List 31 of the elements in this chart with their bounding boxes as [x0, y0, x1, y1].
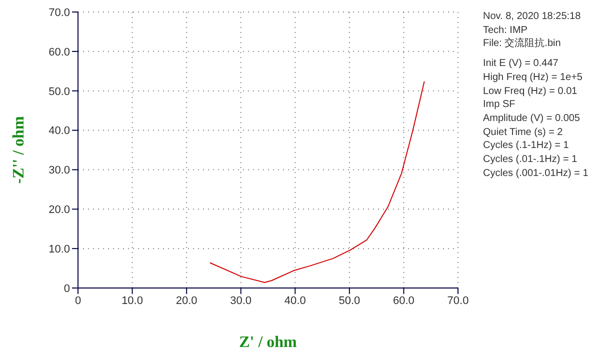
- x-tick-label: 50.0: [338, 294, 360, 307]
- x-tick-label: 40.0: [284, 294, 306, 307]
- x-tick-label: 20.0: [176, 294, 198, 307]
- text: Cycles (.1-1Hz) = 1: [483, 139, 570, 154]
- y-tick-label: 60.0: [48, 46, 70, 58]
- text: File: 交流阻抗.bin: [483, 37, 562, 52]
- text: Quiet Time (s) = 2: [483, 126, 564, 140]
- x-tick-label: 30.0: [230, 294, 252, 307]
- x-axis-title: Z' / ohm: [239, 334, 298, 351]
- text: Tech: IMP: [483, 24, 528, 38]
- text: High Freq (Hz) = 1e+5: [483, 70, 584, 85]
- x-tick-label: 60.0: [393, 294, 414, 307]
- x-tick-label: 70.0: [447, 294, 469, 307]
- y-axis-title: -Z'' / ohm: [10, 116, 28, 184]
- y-tick-label: 40.0: [48, 125, 70, 138]
- text: Init E (V) = 0.447: [483, 57, 560, 71]
- text: Nov. 8, 2020 18:25:18: [483, 10, 582, 24]
- text: Cycles (.001-.01Hz) = 1: [483, 166, 588, 180]
- y-tick-label: 70.0: [48, 6, 70, 19]
- line-series: [209, 80, 425, 283]
- x-tick-label: 10.0: [122, 294, 143, 307]
- text: Amplitude (V) = 0.005: [483, 112, 581, 126]
- y-tick-label: 10.0: [48, 243, 70, 256]
- y-tick-label: 50.0: [48, 86, 70, 98]
- y-tick-label: 0: [64, 282, 70, 295]
- text: Imp SF: [483, 98, 516, 112]
- y-tick-label: 20.0: [48, 204, 70, 216]
- x-tick-label: 0: [74, 294, 82, 307]
- y-tick-label: 30.0: [48, 164, 70, 177]
- text: Low Freq (Hz) = 0.01: [483, 84, 578, 98]
- text: Cycles (.01-.1Hz) = 1: [483, 153, 578, 167]
